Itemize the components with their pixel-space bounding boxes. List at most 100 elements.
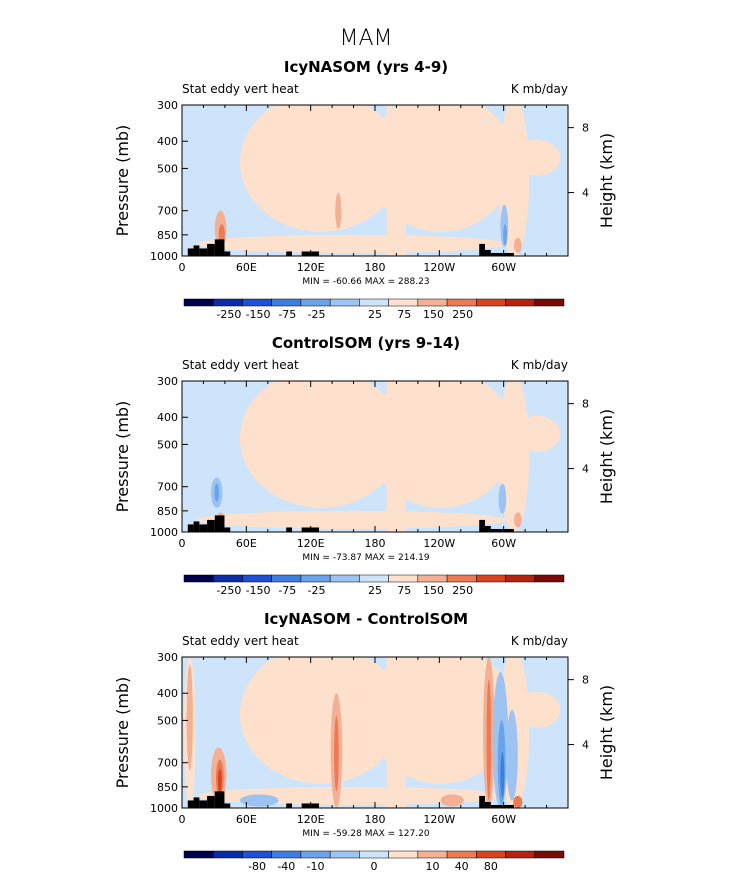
contour-region [513, 512, 522, 528]
right-tick-label: 8 [582, 122, 589, 135]
contour-region [386, 657, 406, 808]
colorbar-cell [534, 574, 565, 583]
colorbar-cell [300, 298, 331, 307]
topography-block [207, 519, 215, 532]
y-axis-label: Pressure (mb) [113, 677, 132, 789]
left-label: Stat eddy vert heat [182, 634, 299, 648]
colorbar-cell [446, 850, 477, 859]
colorbar-label: 250 [452, 308, 473, 321]
panel-title: IcyNASOM (yrs 4-9) [284, 58, 448, 76]
colorbar-cell [300, 574, 331, 583]
contour-region [214, 483, 220, 502]
y-tick-label: 500 [157, 162, 178, 175]
colorbar-cell [446, 574, 477, 583]
y-tick-label: 700 [157, 205, 178, 218]
contour-region [386, 381, 406, 532]
y-tick-label: 400 [157, 135, 178, 148]
x-tick-label: 120W [423, 261, 455, 274]
colorbar-label: -150 [246, 584, 271, 597]
colorbar-cell [359, 298, 389, 307]
x-tick-label: 120E [297, 261, 325, 274]
y-tick-label: 700 [157, 757, 178, 770]
contour-region [334, 715, 339, 792]
colorbar-cell [505, 298, 536, 307]
right-tick-label: 4 [582, 463, 589, 476]
colorbar-label: 25 [368, 308, 382, 321]
contour-region [513, 795, 523, 808]
x-tick-label: 120W [423, 813, 455, 826]
contour-region [239, 381, 402, 508]
topography-block [193, 245, 200, 256]
y-tick-label: 400 [157, 687, 178, 700]
colorbar-label: -80 [248, 860, 266, 872]
topography-block [193, 797, 200, 808]
y-tick-label: 400 [157, 411, 178, 424]
contour-region [335, 192, 342, 229]
colorbar-label: 150 [423, 584, 444, 597]
x-tick-label: 180 [365, 261, 386, 274]
topography-block [207, 243, 215, 256]
y-tick-label: 300 [157, 99, 178, 112]
colorbar-cell [242, 850, 272, 859]
topography-block [490, 252, 514, 256]
contour-field [182, 657, 568, 808]
colorbar-cell [212, 574, 243, 583]
right-label: K mb/day [511, 358, 568, 372]
contour-region [197, 510, 507, 529]
colorbar-label: -250 [216, 584, 241, 597]
topography-block [479, 795, 486, 808]
colorbar-label: 10 [425, 860, 439, 872]
y-tick-label: 300 [157, 375, 178, 388]
panel-title: IcyNASOM - ControlSOM [264, 610, 468, 628]
colorbar-cell [359, 574, 389, 583]
topography-block [214, 515, 225, 532]
x-tick-label: 0 [179, 261, 186, 274]
right-label: K mb/day [511, 82, 568, 96]
y-axis-label: Pressure (mb) [113, 401, 132, 513]
colorbar-cell [388, 298, 419, 307]
topography-block [479, 519, 486, 532]
min-max-stats: MIN = -59.28 MAX = 127.20 [302, 829, 429, 839]
colorbar-cell [212, 298, 243, 307]
colorbar-cell [534, 298, 565, 307]
left-label: Stat eddy vert heat [182, 358, 299, 372]
contour-region [197, 234, 507, 253]
colorbar-cell [183, 574, 214, 583]
colorbar-cell [271, 850, 302, 859]
topography-block [187, 800, 194, 808]
y-tick-label: 1000 [150, 250, 178, 263]
min-max-stats: MIN = -73.87 MAX = 214.19 [302, 553, 429, 563]
x-tick-label: 0 [179, 537, 186, 550]
colorbar-cell [417, 574, 448, 583]
contour-region [506, 709, 518, 801]
colorbar-cell [417, 298, 448, 307]
x-tick-label: 180 [365, 813, 386, 826]
panel-title: ControlSOM (yrs 9-14) [272, 334, 460, 352]
colorbar-cell [388, 850, 419, 859]
colorbar-label: 80 [484, 860, 498, 872]
panel-bottom [181, 656, 574, 859]
x-tick-label: 120E [297, 813, 325, 826]
contour-region [486, 679, 492, 801]
y-tick-label: 500 [157, 714, 178, 727]
y-axis-label-right: Height (km) [597, 409, 616, 504]
topography-block [207, 795, 215, 808]
panel-middle [181, 380, 574, 583]
colorbar-cell [476, 850, 506, 859]
y-tick-label: 1000 [150, 526, 178, 539]
colorbar-cell [534, 850, 565, 859]
colorbar-cell [329, 850, 360, 859]
topography-block [490, 528, 514, 532]
topography-block [485, 801, 491, 808]
topography-block [193, 521, 200, 532]
colorbar-label: 150 [423, 308, 444, 321]
y-tick-label: 850 [157, 781, 178, 794]
colorbar-cell [417, 850, 448, 859]
colorbar-label: 25 [368, 584, 382, 597]
y-tick-label: 1000 [150, 802, 178, 815]
x-tick-label: 60E [236, 261, 257, 274]
topography-block [485, 525, 491, 532]
colorbar-label: -10 [307, 860, 325, 872]
colorbar-cell [329, 298, 360, 307]
colorbar-cell [476, 574, 506, 583]
